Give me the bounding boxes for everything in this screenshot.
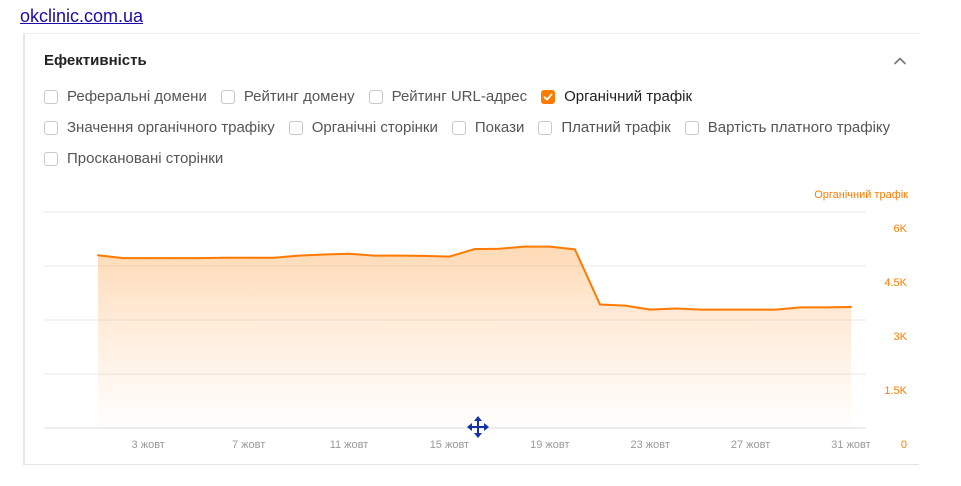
data-point [498, 247, 501, 250]
data-point [97, 254, 99, 257]
data-point [122, 257, 125, 260]
data-point [423, 254, 426, 257]
y-tick-label: 0 [901, 439, 907, 451]
x-tick-label: 11 жовт [330, 439, 369, 451]
data-point [348, 252, 350, 255]
filter-referring-domains[interactable]: Реферальні домени [44, 88, 207, 105]
x-tick-label: 19 жовт [530, 439, 569, 451]
site-link[interactable]: okclinic.com.ua [20, 6, 144, 26]
data-point [749, 308, 752, 311]
checkbox[interactable] [451, 120, 466, 135]
checkbox[interactable] [368, 89, 383, 104]
x-tick-label: 27 жовт [731, 439, 770, 451]
filter-organic-traffic-value[interactable]: Значення органічного трафіку [44, 119, 275, 136]
filter-paid-traffic[interactable]: Платний трафік [538, 119, 671, 136]
data-point [373, 254, 376, 257]
panel-title: Ефективність [44, 52, 147, 69]
filter-label: Органічні сторінки [311, 119, 438, 136]
data-point [624, 304, 627, 307]
data-point [197, 257, 200, 260]
data-point [724, 308, 727, 311]
data-point [850, 306, 852, 308]
data-point [699, 308, 702, 311]
filter-row-3: Проскановані сторінки [44, 150, 237, 167]
filter-label: Покази [474, 119, 525, 136]
checkbox[interactable] [44, 151, 58, 166]
checkbox[interactable] [220, 89, 235, 104]
data-point [147, 257, 150, 260]
filter-label: Органічний трафік [564, 88, 693, 105]
filter-crawled-pages[interactable]: Проскановані сторінки [44, 150, 223, 167]
filter-organic-traffic[interactable]: Органічний трафік [541, 88, 692, 105]
filter-label: Рейтинг URL-адрес [391, 88, 528, 105]
filter-label: Рейтинг домену [243, 88, 355, 105]
data-point [473, 248, 476, 251]
checkbox[interactable] [288, 120, 303, 135]
filter-domain-rating[interactable]: Рейтинг домену [220, 88, 355, 105]
y-tick-label: 1.5K [884, 385, 907, 397]
filter-label: Вартість платного трафіку [707, 119, 891, 136]
data-point [573, 248, 576, 251]
series-area [98, 246, 851, 428]
chart-legend-label: Органічний трафік [814, 189, 908, 201]
data-point [398, 254, 401, 257]
data-point [824, 306, 827, 309]
filter-label: Проскановані сторінки [67, 150, 224, 167]
data-point [674, 307, 677, 310]
checkbox[interactable] [44, 120, 58, 135]
data-point [548, 245, 551, 248]
y-tick-label: 4.5K [884, 277, 907, 289]
data-point [272, 256, 275, 259]
data-point [222, 256, 225, 259]
collapse-button[interactable] [891, 52, 909, 70]
filter-label: Реферальні домени [67, 88, 207, 105]
data-point [297, 254, 300, 257]
filter-label: Значення органічного трафіку [67, 119, 275, 136]
checkbox[interactable] [684, 120, 699, 135]
x-tick-label: 7 жовт [232, 439, 265, 451]
chevron-up-icon [894, 57, 906, 65]
data-point [322, 253, 325, 256]
checkbox[interactable] [44, 89, 58, 104]
filter-row-1: Реферальні домени Рейтинг домену Рейтинг… [44, 88, 706, 105]
data-point [599, 303, 601, 306]
check-icon [543, 93, 553, 101]
filter-impressions[interactable]: Покази [451, 119, 525, 136]
data-point [172, 257, 175, 260]
data-point [448, 255, 451, 258]
y-tick-label: 3K [894, 331, 908, 343]
data-point [649, 308, 652, 311]
data-point [247, 256, 250, 259]
checkbox[interactable] [538, 120, 553, 135]
x-tick-label: 31 жовт [831, 439, 870, 451]
data-point [774, 308, 777, 311]
filter-organic-pages[interactable]: Органічні сторінки [288, 119, 438, 136]
x-tick-label: 15 жовт [430, 439, 469, 451]
checkbox[interactable] [541, 89, 556, 104]
filter-label: Платний трафік [561, 119, 671, 136]
x-tick-label: 23 жовт [630, 439, 669, 451]
filter-paid-traffic-cost[interactable]: Вартість платного трафіку [684, 119, 891, 136]
filter-url-rating[interactable]: Рейтинг URL-адрес [368, 88, 528, 105]
y-tick-label: 6K [894, 223, 908, 235]
move-cursor-icon [467, 416, 489, 438]
filter-row-2: Значення органічного трафіку Органічні с… [44, 119, 904, 136]
data-point [523, 245, 526, 248]
x-tick-label: 3 жовт [132, 439, 165, 451]
data-point [799, 306, 802, 309]
